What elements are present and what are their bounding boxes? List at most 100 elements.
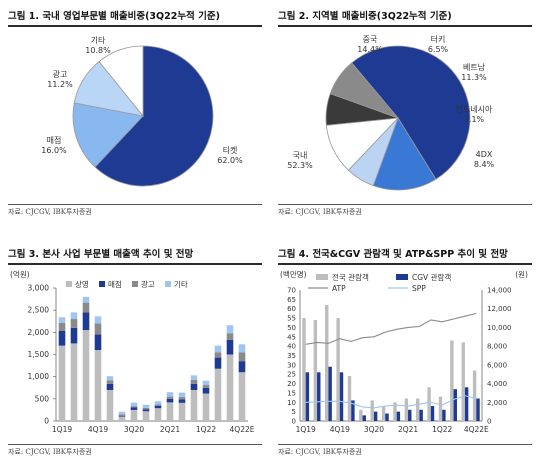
y-tick-label-3: 1,500 xyxy=(28,350,50,359)
right-tick-label-6: 12,000 xyxy=(487,305,512,313)
pie-slice-1 xyxy=(372,117,437,191)
y-tick-label-2: 1,000 xyxy=(28,372,50,381)
bar-CGV 관람객-3Q19 xyxy=(328,366,332,421)
y-tick-label-0: 0 xyxy=(44,417,49,426)
figure-1-source: 자료: CJCGV, IBK투자증권 xyxy=(8,208,92,216)
left-tick-label-3: 15 xyxy=(287,389,296,397)
x-tick-label-15: 4Q22E xyxy=(464,425,489,434)
bar-광고-1Q21 xyxy=(154,404,162,406)
left-tick-label-11: 55 xyxy=(287,315,296,323)
x-tick-label-6: 3Q20 xyxy=(124,425,144,434)
bar-기타-3Q22 xyxy=(226,325,234,334)
bar-기타-4Q19 xyxy=(94,316,102,324)
bar-매점-2Q21 xyxy=(166,398,174,403)
figure-4-source: 자료: CJCGV, IBK투자증권 xyxy=(278,448,362,456)
bar-CGV 관람객-4Q20 xyxy=(385,413,389,421)
bar-전국 관람객-2Q22 xyxy=(450,340,454,421)
pie-value-label-3: 11.3% xyxy=(461,73,487,82)
left-axis-unit-label: (백만명) xyxy=(280,269,307,279)
bar-광고-2Q19 xyxy=(70,319,78,328)
bar-광고-3Q22 xyxy=(226,333,234,340)
bar-CGV 관람객-2Q21 xyxy=(408,409,412,421)
bar-CGV 관람객-1Q21 xyxy=(396,411,401,421)
bar-광고-1Q20 xyxy=(106,380,114,384)
bar-기타-3Q19 xyxy=(82,296,90,303)
bar-기타-1Q22 xyxy=(202,380,210,386)
bar-상영-3Q20 xyxy=(130,409,138,421)
bar-상영-2Q22 xyxy=(214,368,222,421)
figure-1-title-rule xyxy=(8,25,262,27)
bar-기타-1Q20 xyxy=(106,376,114,381)
bar-상영-4Q20 xyxy=(142,411,150,421)
bar-CGV 관람객-2Q19 xyxy=(317,372,321,421)
bar-광고-4Q20 xyxy=(142,407,150,410)
bar-매점-1Q22 xyxy=(202,387,210,394)
left-tick-label-2: 10 xyxy=(287,399,296,407)
figure-3-bar-chart: (억원) 0 500 1,000 1,500 2,000 2,500 3,000 1Q19 4Q1… xyxy=(10,270,255,434)
left-tick-label-13: 65 xyxy=(287,296,296,304)
pie-label-4: 인도네시아 xyxy=(456,104,493,114)
pie-label-5: 4DX xyxy=(476,150,493,159)
bar-광고-3Q21 xyxy=(178,397,186,400)
bar-상영-1Q20 xyxy=(106,389,114,421)
bar-기타-1Q21 xyxy=(154,401,162,405)
bar-상영-3Q22 xyxy=(226,354,234,421)
right-tick-label-4: 8,000 xyxy=(487,343,507,351)
legend-swatch-0 xyxy=(316,274,328,280)
bar-매점-1Q20 xyxy=(106,383,114,390)
right-tick-label-0: 0 xyxy=(487,418,491,426)
pie-value-label-2: 6.5% xyxy=(428,45,449,54)
bar-전국 관람객-3Q19 xyxy=(325,304,329,421)
bar-기타-2Q19 xyxy=(70,312,78,320)
left-tick-label-9: 45 xyxy=(287,333,296,341)
bar-CGV 관람객-1Q22 xyxy=(442,409,446,421)
figure-1-source-rule xyxy=(8,204,262,205)
figure-3-title-rule xyxy=(8,263,262,265)
bar-CGV 관람객-3Q20 xyxy=(373,411,378,421)
bar-CGV 관람객-3Q21 xyxy=(419,409,423,421)
bar-기타-4Q22E xyxy=(238,344,246,353)
bar-광고-4Q19 xyxy=(94,323,102,335)
figure-4-title: 그림 4. 전국&CGV 관람객 및 ATP&SPP 추이 및 전망 xyxy=(278,249,508,260)
bar-기타-2Q22 xyxy=(214,345,222,353)
pie-label-0: 국내 xyxy=(293,151,308,160)
x-tick-label-9: 2Q21 xyxy=(160,425,180,434)
right-tick-label-7: 14,000 xyxy=(487,287,512,295)
bar-전국 관람객-3Q20 xyxy=(370,400,374,421)
bar-상영-3Q19 xyxy=(82,330,90,421)
bar-상영-1Q22 xyxy=(202,393,210,421)
pie-value-label-1: 14.4% xyxy=(357,45,383,54)
bar-기타-2Q21 xyxy=(166,392,174,397)
figure-1-panel: 그림 1. 국내 영업부문별 매출비중(3Q22누적 기준) 티켓 62.0% 매점… xyxy=(8,8,262,218)
bar-광고-2Q22 xyxy=(214,352,222,358)
left-tick-label-14: 70 xyxy=(287,287,296,295)
bar-전국 관람객-3Q21 xyxy=(416,398,420,421)
bar-전국 관람객-1Q22 xyxy=(438,396,443,421)
bar-전국 관람객-1Q21 xyxy=(393,402,397,421)
left-tick-label-12: 60 xyxy=(287,305,296,313)
y-axis-unit-label: (억원) xyxy=(10,270,30,279)
pie-label-2: 광고 xyxy=(53,69,68,79)
figure-3-panel: 그림 3. 본사 사업 부문별 매출액 추이 및 전망 (억원) 0 500 1,00… xyxy=(8,246,262,458)
legend-label-2: 광고 xyxy=(141,279,155,289)
pie-label-2: 터키 xyxy=(431,35,446,44)
bar-CGV 관람객-3Q22 xyxy=(464,387,469,421)
left-tick-label-1: 5 xyxy=(292,408,296,416)
legend-label-2: ATP xyxy=(332,284,346,293)
bar-전국 관람객-1Q19 xyxy=(302,318,306,421)
figure-2-source: 자료: CJCGV, IBK투자증권 xyxy=(278,208,362,216)
x-tick-label-12: 1Q22 xyxy=(196,425,216,434)
bar-CGV 관람객-2Q22 xyxy=(453,389,457,421)
bar-매점-4Q20 xyxy=(142,409,150,412)
bar-전국 관람객-3Q22 xyxy=(461,342,465,421)
legend-label-0: 전국 관람객 xyxy=(332,272,369,282)
right-tick-label-5: 10,000 xyxy=(487,324,512,332)
legend-swatch-0 xyxy=(66,281,72,287)
legend-swatch-3 xyxy=(165,281,171,287)
pie-value-label-0: 62.0% xyxy=(217,156,243,165)
bar-매점-2Q20 xyxy=(118,415,126,417)
bar-전국 관람객-2Q21 xyxy=(404,398,409,421)
x-tick-label-15: 4Q22E xyxy=(230,425,255,434)
figure-3-source-rule xyxy=(8,444,262,445)
